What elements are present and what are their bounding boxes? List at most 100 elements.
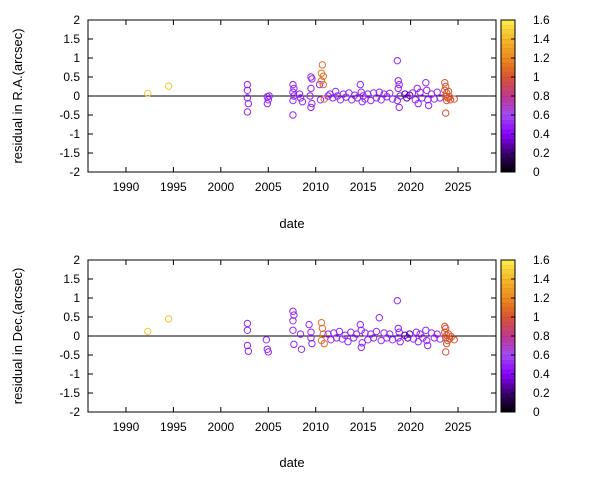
data-points xyxy=(144,56,458,119)
x-tick-label: 2010 xyxy=(302,420,329,434)
colorbar-step xyxy=(501,62,515,68)
data-point xyxy=(361,329,369,337)
data-point xyxy=(441,79,449,87)
colorbar-step xyxy=(501,402,515,408)
colorbar-step xyxy=(501,100,515,106)
data-point xyxy=(296,330,305,338)
data-point xyxy=(319,72,328,80)
colorbar-step xyxy=(501,162,515,168)
colorbar-step xyxy=(501,293,515,299)
data-point xyxy=(394,84,402,93)
colorbar-step xyxy=(501,326,515,332)
colorbar-step xyxy=(501,39,515,45)
data-point xyxy=(375,88,383,96)
colorbar-step xyxy=(501,138,515,144)
data-point xyxy=(401,90,409,98)
data-point xyxy=(396,338,404,346)
y-axis-label: residual in R.A.(arcsec) xyxy=(10,28,25,163)
data-point xyxy=(289,307,297,315)
data-point xyxy=(331,87,340,96)
data-point xyxy=(316,96,325,104)
data-point xyxy=(332,334,341,342)
data-point xyxy=(335,327,344,336)
y-tick-label: 1 xyxy=(73,51,80,65)
colorbar-tick-label: 1.2 xyxy=(533,291,550,305)
data-point xyxy=(297,345,306,353)
data-point xyxy=(358,339,366,347)
x-tick-label: 2010 xyxy=(302,180,329,194)
data-point xyxy=(405,330,414,338)
data-point xyxy=(319,330,328,338)
data-point xyxy=(315,80,324,89)
colorbar-step xyxy=(501,134,515,140)
colorbar-tick-label: 0.4 xyxy=(533,127,550,141)
colorbar-tick-label: 0.8 xyxy=(533,89,550,103)
data-point xyxy=(289,111,297,119)
y-tick-label: 0 xyxy=(73,329,80,343)
x-tick-label: 2000 xyxy=(207,180,234,194)
colorbar-step xyxy=(501,260,515,266)
colorbar-step xyxy=(501,288,515,294)
data-point xyxy=(329,94,337,102)
data-point xyxy=(395,103,403,112)
data-point xyxy=(393,56,402,65)
colorbar-step xyxy=(501,119,515,125)
colorbar-step xyxy=(501,91,515,97)
data-point xyxy=(444,87,453,96)
data-point xyxy=(289,317,297,325)
data-point xyxy=(290,340,298,349)
colorbar-step xyxy=(501,264,515,270)
data-point xyxy=(308,99,316,108)
colorbar-step xyxy=(501,302,515,308)
x-tick-label: 2005 xyxy=(255,180,282,194)
data-point xyxy=(243,319,252,328)
data-point xyxy=(408,89,417,97)
data-point xyxy=(320,339,328,348)
data-point xyxy=(265,92,273,100)
colorbar-tick-label: 1.2 xyxy=(533,51,550,65)
y-tick-label: 1 xyxy=(73,291,80,305)
y-tick-label: -1.5 xyxy=(59,146,80,160)
data-point xyxy=(244,99,253,108)
data-point xyxy=(375,314,383,322)
data-point xyxy=(356,320,365,329)
data-point xyxy=(393,96,402,105)
data-point xyxy=(344,338,352,346)
colorbar-step xyxy=(501,340,515,346)
data-point xyxy=(450,336,458,344)
panel-dec: -2 -1.5 -1 -0.5 0 0.5 1 1.5 2 1990 1995 2000 2005 201… xyxy=(10,253,550,470)
data-point xyxy=(308,339,316,348)
colorbar-step xyxy=(501,72,515,78)
data-point xyxy=(364,90,372,98)
data-point xyxy=(317,319,326,327)
colorbar-step xyxy=(501,397,515,403)
colorbar-step xyxy=(501,77,515,83)
data-point xyxy=(430,95,439,103)
data-point xyxy=(307,328,315,336)
colorbar-tick-label: 1 xyxy=(533,70,540,84)
colorbar-step xyxy=(501,129,515,135)
colorbar-tick-label: 0.6 xyxy=(533,108,550,122)
colorbar-step xyxy=(501,369,515,375)
colorbar-step xyxy=(501,307,515,313)
colorbar-step xyxy=(501,374,515,380)
data-point xyxy=(436,335,444,343)
x-tick-label: 2020 xyxy=(397,180,424,194)
colorbar-step xyxy=(501,124,515,130)
x-tick-label: 2015 xyxy=(350,420,377,434)
colorbar-step xyxy=(501,298,515,304)
data-point xyxy=(414,338,422,346)
data-point xyxy=(445,93,454,101)
data-point xyxy=(394,334,402,342)
colorbar-step xyxy=(501,24,515,30)
data-point xyxy=(164,315,173,323)
data-point xyxy=(386,330,394,338)
data-point xyxy=(394,324,402,333)
y-tick-label: 1.5 xyxy=(63,32,80,46)
y-tick-label: -2 xyxy=(69,405,80,419)
y-tick-label: 1.5 xyxy=(63,272,80,286)
y-tick-label: -2 xyxy=(69,165,80,179)
colorbar-step xyxy=(501,321,515,327)
x-tick-label: 1995 xyxy=(160,420,187,434)
x-tick-label: 2020 xyxy=(397,420,424,434)
